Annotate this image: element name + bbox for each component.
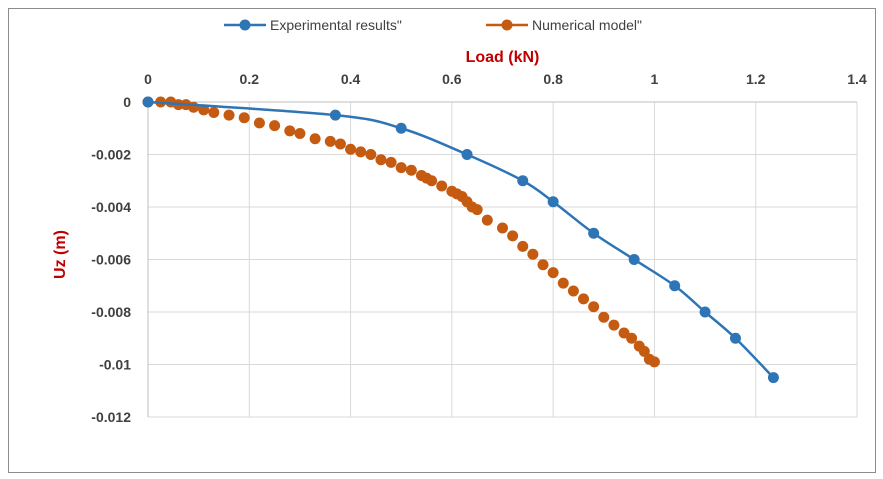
- legend-marker: [239, 19, 251, 31]
- data-point: [355, 146, 367, 158]
- data-point: [497, 222, 508, 234]
- y-tick-label: 0: [123, 94, 131, 110]
- data-point: [395, 162, 407, 174]
- legend-label: Numerical model": [532, 17, 642, 33]
- chart-frame: 0 0.2 0.4 0.6 0.8 1 1.2 1.4 0 -0.002 -0.004 -0.006 -…: [8, 8, 876, 473]
- data-point: [588, 301, 600, 313]
- data-point: [547, 267, 559, 279]
- data-point: [608, 319, 620, 331]
- x-tick-label: 0.8: [543, 71, 563, 87]
- legend-item-experimental: Experimental results": [224, 17, 402, 33]
- x-tick-label: 1.4: [847, 71, 867, 87]
- x-axis-title: Load (kN): [466, 49, 540, 66]
- data-point: [253, 117, 265, 129]
- data-point: [334, 138, 346, 150]
- series-line: [147, 100, 775, 379]
- data-point: [729, 332, 741, 344]
- data-point: [238, 112, 250, 124]
- data-point: [481, 214, 493, 226]
- data-point: [426, 175, 438, 187]
- data-point: [598, 311, 610, 323]
- x-tick-label: 0.2: [240, 71, 260, 87]
- gridlines: [147, 101, 858, 418]
- data-point: [329, 109, 341, 121]
- data-point: [517, 175, 529, 187]
- data-point: [223, 109, 235, 121]
- data-point: [294, 128, 306, 139]
- chart: 0 0.2 0.4 0.6 0.8 1 1.2 1.4 0 -0.002 -0.004 -0.006 -…: [52, 17, 867, 425]
- data-point: [345, 143, 357, 155]
- y-tick-label: -0.002: [91, 147, 131, 163]
- data-point: [527, 248, 539, 260]
- data-point: [198, 104, 210, 116]
- data-point: [557, 277, 569, 289]
- y-tick-label: -0.01: [99, 357, 131, 373]
- legend: Experimental results" Numerical model": [224, 17, 642, 33]
- data-point: [628, 254, 640, 265]
- data-point: [669, 280, 681, 292]
- data-point: [284, 125, 296, 137]
- data-point: [699, 306, 711, 318]
- data-point: [375, 154, 387, 166]
- data-point: [578, 293, 590, 305]
- data-point: [537, 259, 549, 271]
- data-point: [142, 96, 154, 108]
- y-tick-label: -0.008: [91, 304, 131, 320]
- data-point: [461, 149, 473, 160]
- data-point: [309, 133, 321, 145]
- series-layer: [142, 96, 779, 384]
- data-point: [324, 135, 336, 147]
- data-point: [436, 180, 448, 192]
- data-point: [365, 149, 377, 160]
- data-point: [588, 227, 600, 239]
- data-point: [547, 196, 559, 208]
- data-point: [188, 101, 200, 113]
- data-point: [405, 164, 417, 176]
- y-tick-label: -0.006: [91, 252, 131, 268]
- data-point: [385, 156, 397, 168]
- legend-marker: [501, 19, 513, 31]
- data-point: [269, 120, 281, 132]
- data-point: [395, 122, 407, 134]
- data-point: [517, 240, 529, 252]
- y-axis-title: Uz (m): [52, 230, 69, 279]
- x-tick-label: 0.6: [442, 71, 462, 87]
- data-point: [507, 230, 519, 242]
- x-tick-label: 0.4: [341, 71, 361, 87]
- x-tick-label: 1: [651, 71, 659, 87]
- x-tick-label: 1.2: [746, 71, 766, 87]
- y-tick-label: -0.004: [91, 199, 131, 215]
- series-numerical: [142, 96, 660, 368]
- data-point: [567, 285, 579, 297]
- legend-item-numerical: Numerical model": [486, 17, 642, 33]
- data-point: [767, 372, 779, 384]
- data-point: [471, 204, 483, 216]
- series-experimental: [142, 96, 779, 384]
- tick-labels: 0 0.2 0.4 0.6 0.8 1 1.2 1.4 0 -0.002 -0.004 -0.006 -…: [91, 71, 867, 425]
- y-tick-label: -0.012: [91, 409, 131, 425]
- data-point: [626, 332, 638, 344]
- x-tick-label: 0: [144, 71, 152, 87]
- legend-label: Experimental results": [270, 17, 402, 33]
- data-point: [638, 345, 650, 357]
- data-point: [648, 356, 660, 368]
- data-point: [208, 107, 220, 118]
